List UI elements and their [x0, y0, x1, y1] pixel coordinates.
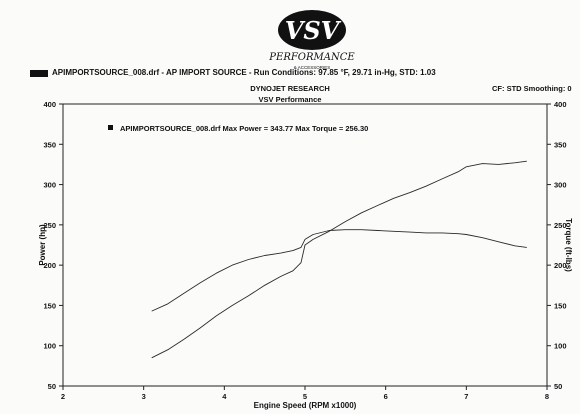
- x-tick-label: 2: [61, 392, 65, 401]
- run-conditions: APIMPORTSOURCE_008.drf - AP IMPORT SOURC…: [52, 68, 436, 77]
- y-tick-label-left: 200: [43, 261, 56, 270]
- correction-factor: CF: STD Smoothing: 0: [492, 84, 572, 93]
- y-tick-label-right: 400: [554, 100, 567, 109]
- dyno-title: DYNOJET RESEARCH: [250, 84, 330, 93]
- x-tick-label: 8: [545, 392, 549, 401]
- logo-subtext: PERFORMANCE: [268, 52, 355, 63]
- x-tick-label: 3: [142, 392, 146, 401]
- x-axis-label: Engine Speed (RPM x1000): [254, 401, 357, 410]
- shop-title: VSV Performance: [258, 95, 322, 104]
- run-legend-swatch: [30, 70, 48, 77]
- y-tick-label-right: 300: [554, 181, 567, 190]
- y-axis-left-label: Power (hp): [38, 224, 47, 266]
- logo-tagline: & ACCESSORIES: [294, 65, 331, 70]
- y-axis-left: 50 100 150 200 250 300 350 400: [43, 100, 63, 391]
- y-tick-label-right: 150: [554, 301, 567, 310]
- x-tick-label: 6: [384, 392, 388, 401]
- y-tick-label-right: 200: [554, 261, 567, 270]
- x-tick-label: 4: [222, 392, 227, 401]
- y-tick-label-left: 250: [43, 221, 56, 230]
- y-tick-label-right: 250: [554, 221, 567, 230]
- y-tick-label-right: 50: [554, 382, 562, 391]
- logo-oval: [278, 10, 346, 50]
- y-axis-right: 50 100 150 200 250 300 350 400: [547, 100, 567, 391]
- y-tick-label-left: 300: [43, 181, 56, 190]
- vsv-logo: VSV PERFORMANCE & ACCESSORIES: [268, 10, 355, 70]
- y-tick-label-left: 50: [48, 382, 56, 391]
- y-tick-label-right: 100: [554, 342, 567, 351]
- torque-curve: [151, 229, 527, 312]
- power-curve: [151, 160, 527, 359]
- y-tick-label-left: 350: [43, 140, 56, 149]
- y-tick-label-right: 350: [554, 140, 567, 149]
- y-tick-label-left: 100: [43, 342, 56, 351]
- series-layer: [151, 160, 527, 359]
- x-tick-label: 7: [464, 392, 468, 401]
- chart-legend-text: APIMPORTSOURCE_008.drf Max Power = 343.7…: [120, 124, 368, 133]
- x-tick-label: 5: [303, 392, 307, 401]
- y-axis-right-label: Torque (ft-lbs): [564, 218, 573, 272]
- chart-legend-marker: [108, 125, 113, 130]
- y-tick-label-left: 400: [43, 100, 56, 109]
- x-axis: 2 3 4 5 6 7 8: [61, 386, 549, 401]
- y-tick-label-left: 150: [43, 301, 56, 310]
- logo-text: VSV: [285, 16, 342, 45]
